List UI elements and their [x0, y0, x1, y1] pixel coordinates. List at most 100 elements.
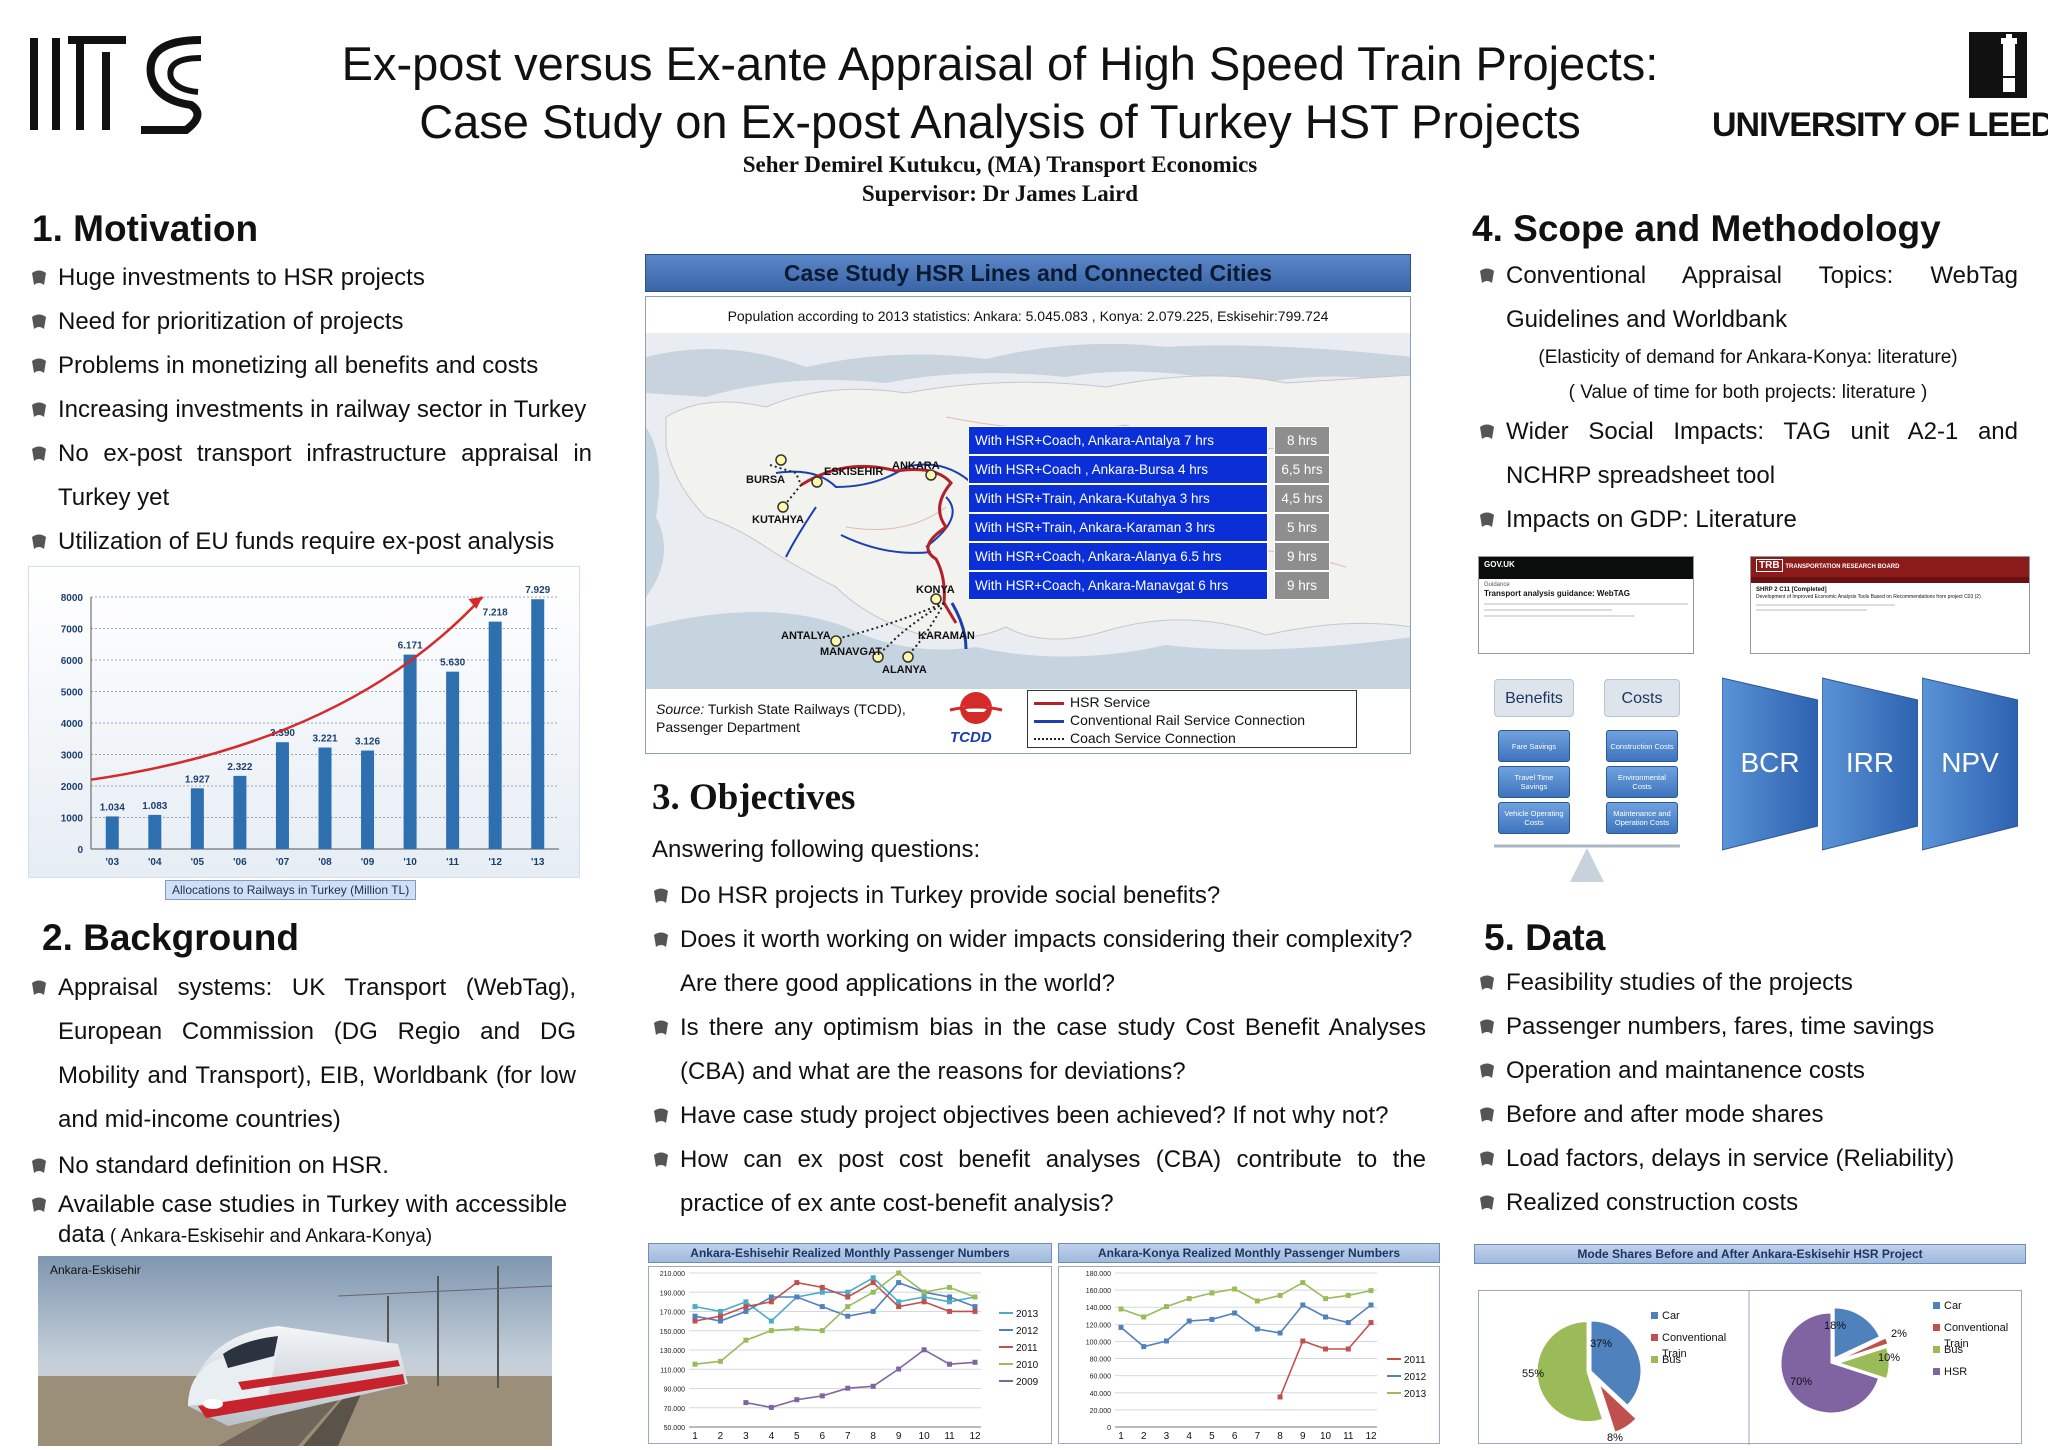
x-tick-label: 7	[845, 1431, 851, 1442]
bullet-icon	[1480, 1019, 1494, 1034]
data-point	[1368, 1320, 1374, 1326]
allocations-caption: Allocations to Railways in Turkey (Milli…	[165, 880, 417, 900]
y-tick-label: 0	[77, 845, 83, 856]
data-point	[794, 1280, 800, 1286]
pie-label: 55%	[1522, 1368, 1544, 1380]
bar	[403, 654, 417, 849]
cost-box: Construction Costs	[1606, 730, 1678, 762]
pie-slice	[1590, 1320, 1642, 1406]
list-item: No standard definition on HSR.	[30, 1144, 576, 1188]
data-point	[819, 1393, 825, 1399]
pie-label: 2%	[1891, 1328, 1907, 1340]
x-tick-label: 10	[1320, 1431, 1332, 1442]
data-point	[896, 1280, 902, 1286]
bar-value-label: 5.630	[440, 658, 465, 669]
bullet-icon	[32, 358, 46, 373]
y-tick-label: 20.000	[1090, 1408, 1112, 1415]
y-tick-label: 3000	[61, 751, 84, 762]
source-label: Source:	[656, 701, 705, 717]
legend-label: 2012	[1404, 1372, 1427, 1383]
trb-doc: SHRP 2 C11 [Completed]	[1756, 587, 1827, 593]
mode-share-pies: 37%55%8%18%2%10%70%CarConventionalTrainB…	[1522, 1291, 2008, 1445]
city-label: ESKISEHIR	[824, 466, 883, 478]
pie-label: 18%	[1824, 1320, 1846, 1332]
bullet-icon	[1480, 1107, 1494, 1122]
legend-label: Car	[1662, 1310, 1680, 1322]
city-label: ANTALYA	[781, 630, 831, 642]
legend-label: 2013	[1404, 1389, 1427, 1400]
govuk-bar: GOV.UK	[1479, 557, 1693, 579]
data-point	[870, 1280, 876, 1286]
benefits-header: Benefits	[1494, 679, 1574, 717]
data-point	[1209, 1290, 1215, 1296]
bar	[318, 747, 332, 849]
list-item: Increasing investments in railway sector…	[30, 388, 592, 432]
data-point	[692, 1304, 698, 1310]
y-tick-label: 1000	[61, 814, 84, 825]
bullet-icon	[654, 1152, 668, 1167]
data-point	[1345, 1320, 1351, 1326]
data-point	[768, 1299, 774, 1305]
route-row: With HSR+Train, Ankara-Kutahya 3 hrs 4,5 …	[968, 484, 1330, 513]
data-point	[1163, 1304, 1169, 1310]
data-point	[1323, 1314, 1329, 1320]
indicator-arrow: NPV	[1921, 676, 2019, 852]
source-text2: Passenger Department	[656, 719, 800, 735]
legend-swatch	[1651, 1356, 1658, 1363]
data-point	[819, 1328, 825, 1334]
x-tick-label: '11	[446, 857, 459, 868]
data-point	[972, 1304, 978, 1310]
motivation-list: Huge investments to HSR projects Need fo…	[30, 256, 592, 564]
series-line	[694, 1281, 975, 1322]
bullet-icon	[32, 402, 46, 417]
allocations-bar-chart: 0 1000 2000 3000 4000 5000 6000 7000 8000 1.034 '0…	[61, 585, 559, 868]
legend-swatch	[1933, 1346, 1940, 1353]
data-point	[794, 1326, 800, 1332]
bar-value-label: 1.083	[142, 801, 167, 812]
data-point	[947, 1361, 953, 1367]
route-label: With HSR+Coach, Ankara-Manavgat 6 hrs	[968, 571, 1268, 600]
data-point	[743, 1337, 749, 1343]
bar-value-label: 1.927	[185, 774, 210, 785]
poster-title-line1: Ex-post versus Ex-ante Appraisal of High…	[341, 37, 1659, 90]
data-point	[1118, 1324, 1124, 1330]
balance-scale	[1494, 838, 1680, 886]
data-point	[845, 1289, 851, 1295]
route-row: With HSR+Coach, Ankara-Manavgat 6 hrs 9 h…	[968, 571, 1330, 600]
series-line	[694, 1271, 976, 1365]
x-tick-label: 11	[1343, 1431, 1354, 1442]
govuk-guidance: Guidance	[1484, 582, 1510, 588]
legend-swatch	[1651, 1312, 1658, 1319]
bar-value-label: 2.322	[227, 762, 252, 773]
bullet-icon	[654, 932, 668, 947]
benefit-box: Travel Time Savings	[1498, 766, 1570, 798]
data-point	[1232, 1310, 1238, 1316]
bullet-icon	[32, 1197, 46, 1212]
legend-label: 2011	[1404, 1355, 1426, 1366]
data-point	[768, 1294, 774, 1300]
x-tick-label: '06	[233, 857, 247, 868]
route-label: With HSR+Train, Ankara-Kutahya 3 hrs	[968, 484, 1268, 513]
route-before: 8 hrs	[1274, 426, 1330, 455]
bullet-icon	[32, 314, 46, 329]
its-logo	[26, 30, 206, 140]
data-point	[1186, 1296, 1192, 1302]
map-source: Source: Turkish State Railways (TCDD), P…	[656, 700, 906, 736]
x-tick-label: '13	[531, 857, 545, 868]
data-point	[870, 1275, 876, 1281]
series-line	[1279, 1322, 1372, 1398]
pie-label: 8%	[1607, 1432, 1623, 1444]
x-tick-label: 4	[769, 1431, 775, 1442]
legend-swatch	[1933, 1368, 1940, 1375]
data-point	[717, 1308, 723, 1314]
data-point	[1277, 1394, 1283, 1400]
data-point	[768, 1404, 774, 1410]
legend-label: HSR	[1944, 1366, 1967, 1378]
route-before: 9 hrs	[1274, 571, 1330, 600]
data-point	[743, 1304, 749, 1310]
list-item: Is there any optimism bias in the case s…	[652, 1006, 1426, 1094]
data-point	[768, 1328, 774, 1334]
govuk-doc-title: Transport analysis guidance: WebTAG	[1484, 589, 1630, 598]
pie-label: 70%	[1790, 1376, 1812, 1388]
data-point	[1300, 1302, 1306, 1308]
